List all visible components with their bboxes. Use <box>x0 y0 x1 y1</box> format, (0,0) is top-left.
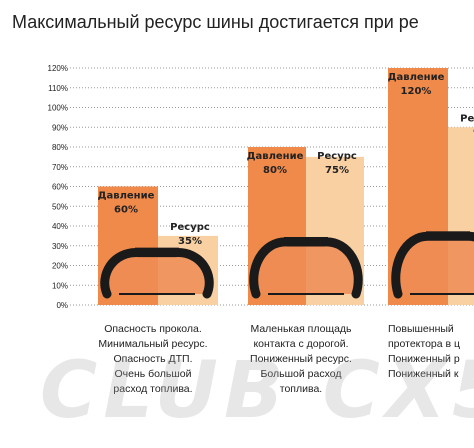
note-line: Опасность прокола. <box>104 323 202 335</box>
note-line: Пониженный р <box>388 353 460 365</box>
note-line: расход топлива. <box>113 383 193 395</box>
chart-title: Максимальный ресурс шины достигается при… <box>12 12 419 32</box>
note-line: протектора в ц <box>388 338 461 350</box>
note-line: топлива. <box>279 383 323 395</box>
note-line: Минимальный ресурс. <box>98 338 208 350</box>
y-tick-label: 60% <box>52 183 68 192</box>
resource-label: Ресурс <box>460 113 474 124</box>
y-tick-label: 40% <box>52 222 68 231</box>
tire-fill <box>395 236 474 294</box>
note-line: Большой расход <box>260 368 342 380</box>
resource-value-label: 35% <box>178 236 202 247</box>
y-tick-label: 50% <box>52 202 68 211</box>
pressure-value-label: 80% <box>263 165 287 176</box>
tire-fill <box>253 241 359 294</box>
resource-value-label: 75% <box>325 165 349 176</box>
y-tick-label: 110% <box>48 84 68 93</box>
group-3-notes: Повышенный протектора в ц Пониженный р П… <box>388 322 474 382</box>
note-line: Пониженный ресурс. <box>250 353 352 365</box>
pressure-label: Давление <box>98 191 155 202</box>
tire-tread <box>135 247 179 255</box>
y-tick-label: 0% <box>56 301 68 310</box>
note-line: Опасность ДТП. <box>113 353 193 365</box>
tire-tread <box>284 237 328 244</box>
pressure-value-label: 120% <box>401 86 432 97</box>
note-line: контакта с дорогой. <box>253 338 349 350</box>
y-tick-label: 100% <box>48 104 68 113</box>
pressure-value-label: 60% <box>114 205 138 216</box>
y-tick-label: 120% <box>48 64 68 73</box>
tire-fill <box>104 252 210 294</box>
note-line: Маленькая площадь <box>250 323 352 335</box>
tire-tread <box>426 231 470 239</box>
group-1-notes: Опасность прокола. Минимальный ресурс. О… <box>86 322 220 397</box>
pressure-label: Давление <box>247 151 304 162</box>
note-line: Повышенный <box>388 323 454 335</box>
resource-label: Ресурс <box>170 222 210 233</box>
resource-label: Ресурс <box>317 151 357 162</box>
note-line: Пониженный к <box>388 368 459 380</box>
y-tick-label: 10% <box>52 281 68 290</box>
y-tick-label: 90% <box>52 123 68 132</box>
y-tick-label: 80% <box>52 143 68 152</box>
y-tick-label: 30% <box>52 242 68 251</box>
y-tick-label: 70% <box>52 163 68 172</box>
pressure-label: Давление <box>388 72 445 83</box>
y-tick-label: 20% <box>52 262 68 271</box>
group-2-notes: Маленькая площадь контакта с дорогой. По… <box>234 322 368 397</box>
note-line: Очень большой <box>114 368 192 380</box>
